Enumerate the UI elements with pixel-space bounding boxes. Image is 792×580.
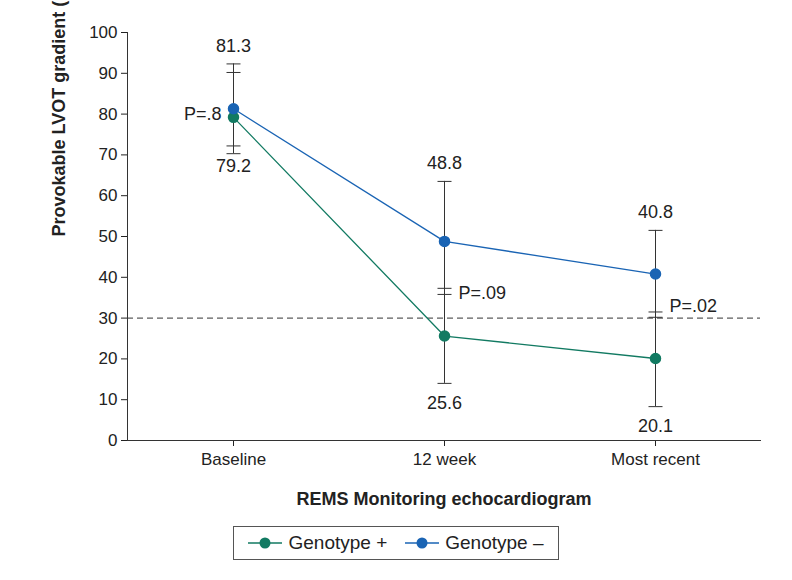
svg-text:80: 80 xyxy=(99,105,118,124)
svg-text:60: 60 xyxy=(99,186,118,205)
svg-text:10: 10 xyxy=(99,390,118,409)
svg-text:Baseline: Baseline xyxy=(201,450,266,469)
svg-text:50: 50 xyxy=(99,227,118,246)
svg-text:Provokable LVOT gradient (mm H: Provokable LVOT gradient (mm Hg) xyxy=(49,0,69,237)
html-text:Genotype –: Genotype – xyxy=(445,532,544,553)
svg-text:P=.02: P=.02 xyxy=(670,296,718,316)
svg-text:P=.09: P=.09 xyxy=(459,283,507,303)
svg-text:79.2: 79.2 xyxy=(216,156,251,176)
svg-text:0: 0 xyxy=(108,431,117,450)
svg-text:20.1: 20.1 xyxy=(638,416,673,436)
svg-text:Most recent: Most recent xyxy=(611,450,700,469)
svg-text:100: 100 xyxy=(89,23,117,42)
svg-text:REMS Monitoring echocardiogram: REMS Monitoring echocardiogram xyxy=(296,489,591,509)
svg-text:25.6: 25.6 xyxy=(427,393,462,413)
svg-text:90: 90 xyxy=(99,64,118,83)
svg-text:20: 20 xyxy=(99,349,118,368)
svg-text:12 week: 12 week xyxy=(413,450,477,469)
svg-text:48.8: 48.8 xyxy=(427,153,462,173)
svg-text:30: 30 xyxy=(99,309,118,328)
html-text:Genotype +: Genotype + xyxy=(288,532,388,553)
svg-text:40.8: 40.8 xyxy=(638,202,673,222)
svg-text:81.3: 81.3 xyxy=(216,36,251,56)
svg-text:70: 70 xyxy=(99,145,118,164)
svg-text:40: 40 xyxy=(99,268,118,287)
svg-text:P=.8: P=.8 xyxy=(184,104,222,124)
